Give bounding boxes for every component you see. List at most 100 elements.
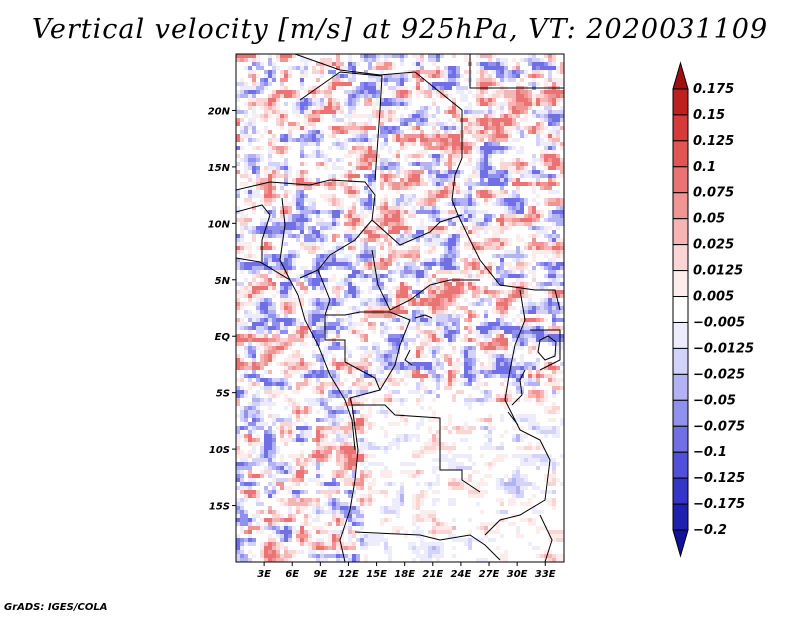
field-cell xyxy=(428,174,432,178)
field-cell xyxy=(468,102,472,106)
field-cell xyxy=(516,106,520,110)
field-cell xyxy=(452,190,456,194)
field-cell xyxy=(516,74,520,78)
field-cell xyxy=(252,54,256,58)
field-cell xyxy=(556,222,560,226)
field-cell xyxy=(236,82,240,86)
field-cell xyxy=(420,274,424,278)
field-cell xyxy=(520,358,524,362)
field-cell xyxy=(364,82,368,86)
field-cell xyxy=(492,94,496,98)
field-cell xyxy=(352,202,356,206)
field-cell xyxy=(476,274,480,278)
field-cell xyxy=(360,270,364,274)
field-cell xyxy=(388,362,392,366)
field-cell xyxy=(500,230,504,234)
field-cell xyxy=(388,110,392,114)
field-cell xyxy=(324,286,328,290)
field-cell xyxy=(444,126,448,130)
field-cell xyxy=(292,198,296,202)
field-cell xyxy=(416,74,420,78)
field-cell xyxy=(484,190,488,194)
field-cell xyxy=(316,318,320,322)
field-cell xyxy=(516,70,520,74)
field-cell xyxy=(416,346,420,350)
field-cell xyxy=(492,146,496,150)
field-cell xyxy=(444,174,448,178)
field-cell xyxy=(540,266,544,270)
field-cell xyxy=(380,122,384,126)
field-cell xyxy=(484,98,488,102)
field-cell xyxy=(540,402,544,406)
field-cell xyxy=(516,122,520,126)
field-cell xyxy=(464,382,468,386)
field-cell xyxy=(492,194,496,198)
field-cell xyxy=(460,218,464,222)
field-cell xyxy=(272,390,276,394)
field-cell xyxy=(544,82,548,86)
field-cell xyxy=(312,370,316,374)
field-cell xyxy=(312,302,316,306)
field-cell xyxy=(448,186,452,190)
field-cell xyxy=(536,58,540,62)
field-cell xyxy=(332,102,336,106)
field-cell xyxy=(340,266,344,270)
field-cell xyxy=(288,386,292,390)
field-cell xyxy=(308,106,312,110)
field-cell xyxy=(316,334,320,338)
field-cell xyxy=(296,94,300,98)
field-cell xyxy=(480,174,484,178)
field-cell xyxy=(264,402,268,406)
field-cell xyxy=(388,370,392,374)
field-cell xyxy=(508,102,512,106)
field-cell xyxy=(336,54,340,58)
field-cell xyxy=(476,94,480,98)
field-cell xyxy=(240,238,244,242)
field-cell xyxy=(276,90,280,94)
field-cell xyxy=(500,158,504,162)
field-cell xyxy=(452,242,456,246)
field-cell xyxy=(396,82,400,86)
field-cell xyxy=(508,298,512,302)
field-cell xyxy=(360,90,364,94)
field-cell xyxy=(448,86,452,90)
field-cell xyxy=(384,362,388,366)
field-cell xyxy=(360,274,364,278)
field-cell xyxy=(364,382,368,386)
field-cell xyxy=(276,382,280,386)
field-cell xyxy=(256,146,260,150)
field-cell xyxy=(432,70,436,74)
field-cell xyxy=(456,202,460,206)
field-cell xyxy=(408,262,412,266)
field-cell xyxy=(252,350,256,354)
field-cell xyxy=(452,250,456,254)
field-cell xyxy=(356,166,360,170)
field-cell xyxy=(444,266,448,270)
field-cell xyxy=(476,54,480,58)
field-cell xyxy=(284,302,288,306)
field-cell xyxy=(352,262,356,266)
field-cell xyxy=(260,350,264,354)
field-cell xyxy=(536,66,540,70)
field-cell xyxy=(540,126,544,130)
field-cell xyxy=(252,194,256,198)
field-cell xyxy=(420,342,424,346)
field-cell xyxy=(460,282,464,286)
field-cell xyxy=(408,338,412,342)
field-cell xyxy=(380,262,384,266)
field-cell xyxy=(352,122,356,126)
field-cell xyxy=(560,126,564,130)
field-cell xyxy=(332,326,336,330)
field-cell xyxy=(544,286,548,290)
field-cell xyxy=(448,294,452,298)
field-cell xyxy=(404,230,408,234)
field-cell xyxy=(236,394,240,398)
field-cell xyxy=(484,134,488,138)
field-cell xyxy=(264,362,268,366)
field-cell xyxy=(496,62,500,66)
field-cell xyxy=(412,214,416,218)
field-cell xyxy=(504,302,508,306)
field-cell xyxy=(256,362,260,366)
field-cell xyxy=(376,62,380,66)
field-cell xyxy=(508,226,512,230)
